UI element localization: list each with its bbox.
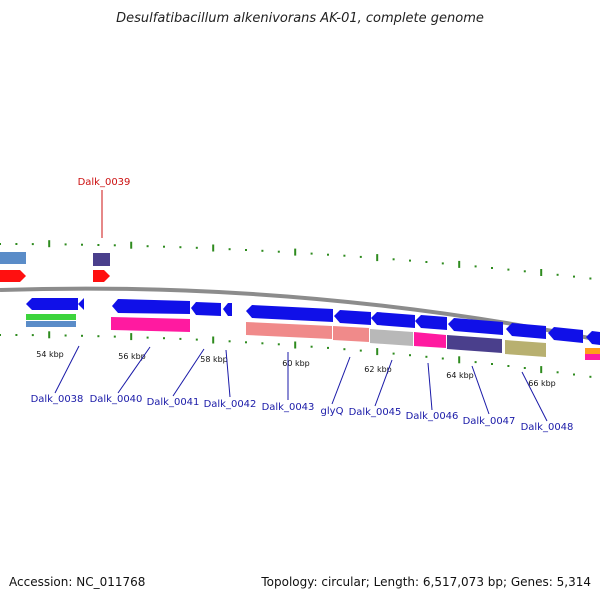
leader-dalk-0041 [172,348,205,397]
gene-arrow-dalk-0038[interactable] [26,298,78,310]
gene-labels: Dalk_0039 Dalk_0038 Dalk_0040 Dalk_0041 … [31,177,574,433]
feature-bar-magenta-0040[interactable] [111,317,190,332]
gene-arrow-dalk-0040[interactable] [112,299,190,314]
accession-text: Accession: NC_011768 [9,575,145,589]
leader-dalk-0046 [427,362,433,411]
gene-arrow-dalk-0042[interactable] [223,303,232,316]
gene-arrow-small-2[interactable] [548,327,583,343]
feature-top-red-arrow[interactable] [0,270,26,282]
leader-dalk-0045 [374,359,393,407]
scale-label: 60 kbp [282,359,310,368]
feature-bar-orange-edge[interactable] [585,348,600,354]
gene-label-dalk-0043[interactable]: Dalk_0043 [262,402,315,413]
gene-label-dalk-0048[interactable]: Dalk_0048 [521,422,574,433]
gene-label-dalk-0038[interactable]: Dalk_0038 [31,394,84,405]
gene-arrow-dalk-0041[interactable] [191,302,221,316]
scale-label: 64 kbp [446,371,474,380]
feature-bar-salmon-glyq[interactable] [333,326,369,342]
feature-bar-khaki-0048[interactable] [505,340,546,357]
gene-arrow-dalk-0045[interactable] [371,312,415,328]
scale-label: 54 kbp [36,350,64,359]
feature-bar-magenta-edge[interactable] [585,354,600,360]
leader-dalk-0038 [54,345,80,394]
gene-arrow-dalk-0047[interactable] [448,318,503,335]
feature-bars [26,314,600,360]
map-title: Desulfatibacillum alkenivorans AK-01, co… [116,11,484,26]
gene-label-glyq[interactable]: glyQ [321,406,344,417]
scale-label: 58 kbp [200,355,228,364]
scale-label: 56 kbp [118,352,146,361]
feature-bar-green[interactable] [26,314,76,320]
feature-bar-steel[interactable] [26,321,76,327]
leader-dalk-0048 [521,371,548,422]
gene-arrow-edge[interactable] [586,331,600,345]
feature-dalk-0039[interactable] [93,253,110,266]
gene-label-dalk-0045[interactable]: Dalk_0045 [349,407,402,418]
gene-label-dalk-0039[interactable]: Dalk_0039 [78,177,131,188]
feature-bar-magenta-0046[interactable] [414,332,446,348]
feature-bar-salmon-0043[interactable] [246,322,332,339]
gene-label-dalk-0040[interactable]: Dalk_0040 [90,394,143,405]
leader-dalk-0047 [471,365,490,415]
feature-top-steel[interactable] [0,252,26,264]
gene-label-dalk-0041[interactable]: Dalk_0041 [147,397,200,408]
features-top [0,252,110,282]
gene-label-dalk-0046[interactable]: Dalk_0046 [406,411,459,422]
gene-arrow-dalk-0048[interactable] [506,323,546,339]
tick-row-bottom [0,331,592,378]
gene-arrow-dalk-0043[interactable] [246,305,333,322]
topology-info-text: Topology: circular; Length: 6,517,073 bp… [260,575,591,589]
feature-bar-purple-0047[interactable] [447,335,502,353]
gene-arrow-dalk-0046[interactable] [415,315,447,330]
feature-bar-silver[interactable] [370,329,413,346]
gene-arrows [26,298,600,345]
scale-label: 66 kbp [528,379,556,388]
leader-dalk-0040 [117,346,151,394]
feature-dalk-0039-red[interactable] [93,270,110,282]
gene-arrow-small-1[interactable] [78,298,84,310]
tick-row-top [0,240,592,280]
scale-label: 62 kbp [364,365,392,374]
scale-labels: 54 kbp 56 kbp 58 kbp 60 kbp 62 kbp 64 kb… [36,350,556,388]
gene-arrow-glyq[interactable] [334,310,371,325]
leader-lines [54,190,548,422]
leader-dalk-0042 [225,349,231,398]
gene-label-dalk-0047[interactable]: Dalk_0047 [463,416,516,427]
gene-label-dalk-0042[interactable]: Dalk_0042 [204,399,257,410]
leader-glyq [331,356,351,405]
